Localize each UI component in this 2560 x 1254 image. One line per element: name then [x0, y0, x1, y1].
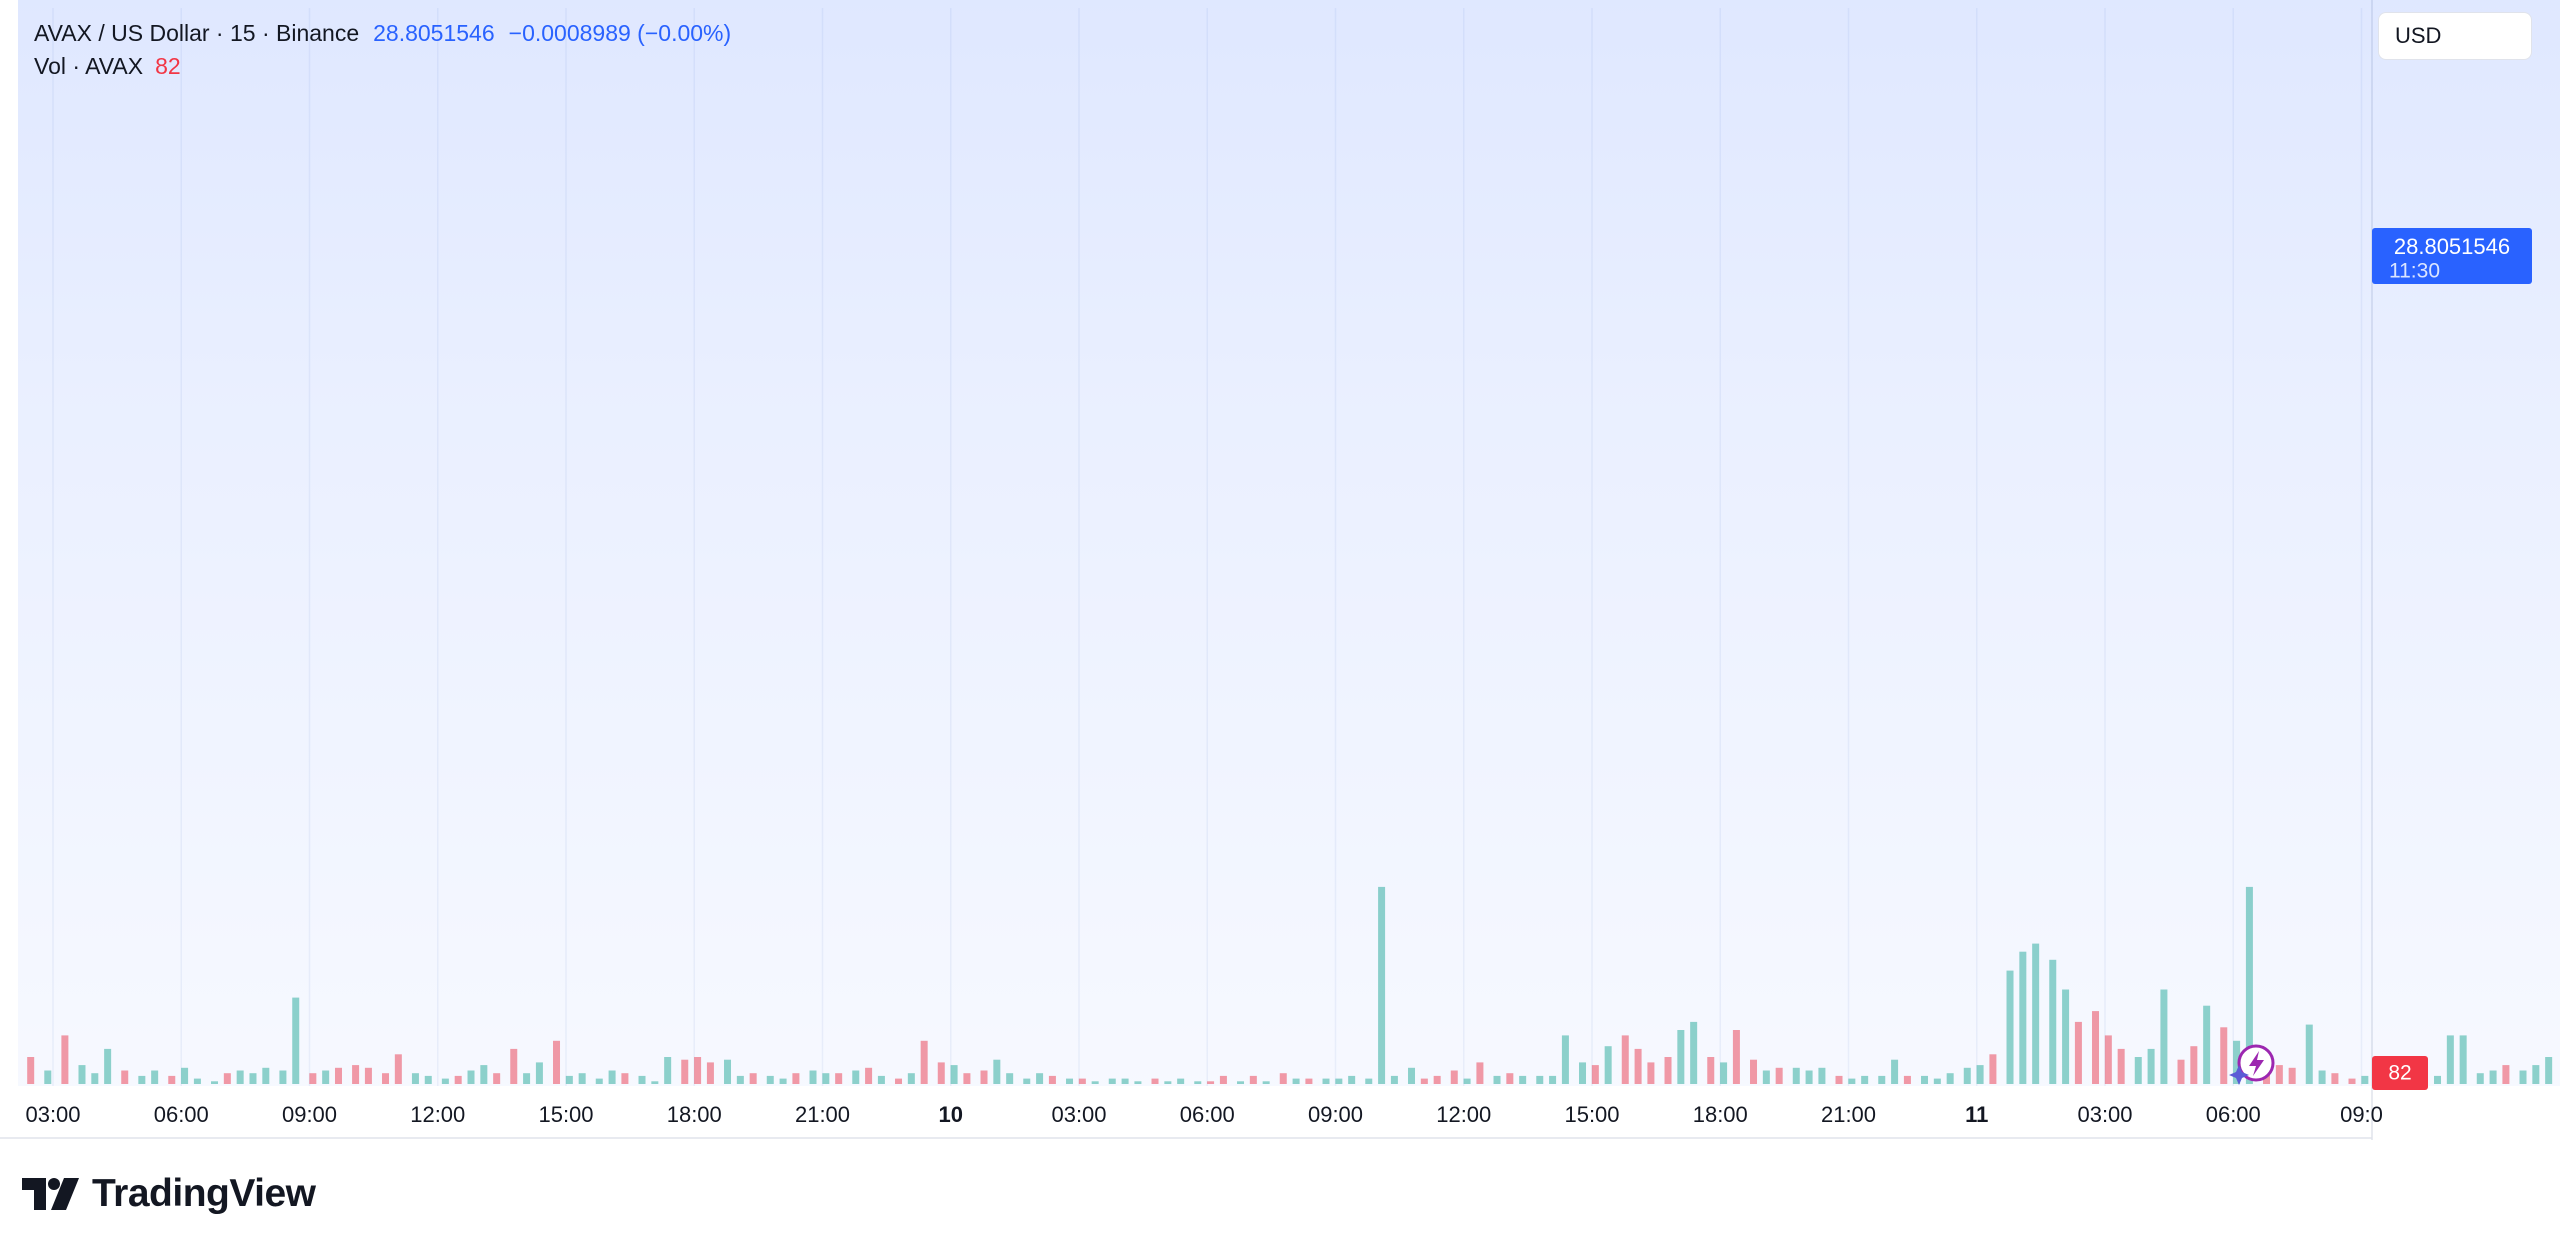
volume-legend[interactable]: Vol · AVAX 82 — [34, 53, 181, 80]
x-tick-label: 03:00 — [1051, 1102, 1106, 1127]
x-tick-label: 06:00 — [2206, 1102, 2261, 1127]
volume-label-value: 82 — [2388, 1062, 2411, 1085]
volume-label: 82 — [2372, 1056, 2428, 1090]
x-tick-label: 10 — [939, 1102, 963, 1127]
currency-button[interactable]: USD — [2378, 12, 2532, 60]
x-tick-label: 12:00 — [1436, 1102, 1491, 1127]
time-axis[interactable]: 03:00 06:00 09:00 12:00 15:00 18:00 21:00 10 03:… — [25, 1102, 2382, 1127]
tradingview-logo[interactable]: TradingView — [22, 1172, 316, 1216]
last-price-value: 28.8051546 — [2394, 234, 2510, 259]
x-tick-label: 15:00 — [538, 1102, 593, 1127]
x-tick-label: 09:00 — [1308, 1102, 1363, 1127]
x-tick-label: 15:00 — [1564, 1102, 1619, 1127]
last-price: 28.8051546 — [373, 20, 495, 46]
x-tick-label: 09:0 — [2340, 1102, 2383, 1127]
volume-title: Vol · AVAX — [34, 53, 144, 79]
price-area-fill — [18, 0, 2560, 1086]
x-tick-label: 21:00 — [795, 1102, 850, 1127]
price-change: −0.0008989 (−0.00%) — [508, 20, 732, 46]
last-price-countdown: 11:30 — [2389, 260, 2440, 283]
last-price-label: 28.8051546 11:30 — [2372, 228, 2532, 284]
symbol-legend[interactable]: AVAX / US Dollar · 15 · Binance 28.805154… — [34, 20, 731, 47]
brand-name: TradingView — [92, 1172, 316, 1215]
volume-value: 82 — [155, 53, 181, 79]
x-tick-label: 09:00 — [282, 1102, 337, 1127]
x-tick-label: 11 — [1965, 1102, 1988, 1127]
x-tick-label: 03:00 — [25, 1102, 80, 1127]
x-tick-label: 18:00 — [1693, 1102, 1748, 1127]
x-tick-label: 06:00 — [154, 1102, 209, 1127]
tradingview-mark-icon — [22, 1178, 79, 1210]
x-tick-label: 12:00 — [410, 1102, 465, 1127]
x-tick-label: 03:00 — [2077, 1102, 2132, 1127]
x-tick-label: 06:00 — [1180, 1102, 1235, 1127]
lightning-icon[interactable] — [2229, 1044, 2275, 1085]
x-tick-label: 18:00 — [667, 1102, 722, 1127]
x-tick-label: 21:00 — [1821, 1102, 1876, 1127]
price-area — [18, 0, 2560, 1086]
symbol-title: AVAX / US Dollar · 15 · Binance — [34, 20, 360, 46]
currency-label: USD — [2395, 23, 2442, 48]
